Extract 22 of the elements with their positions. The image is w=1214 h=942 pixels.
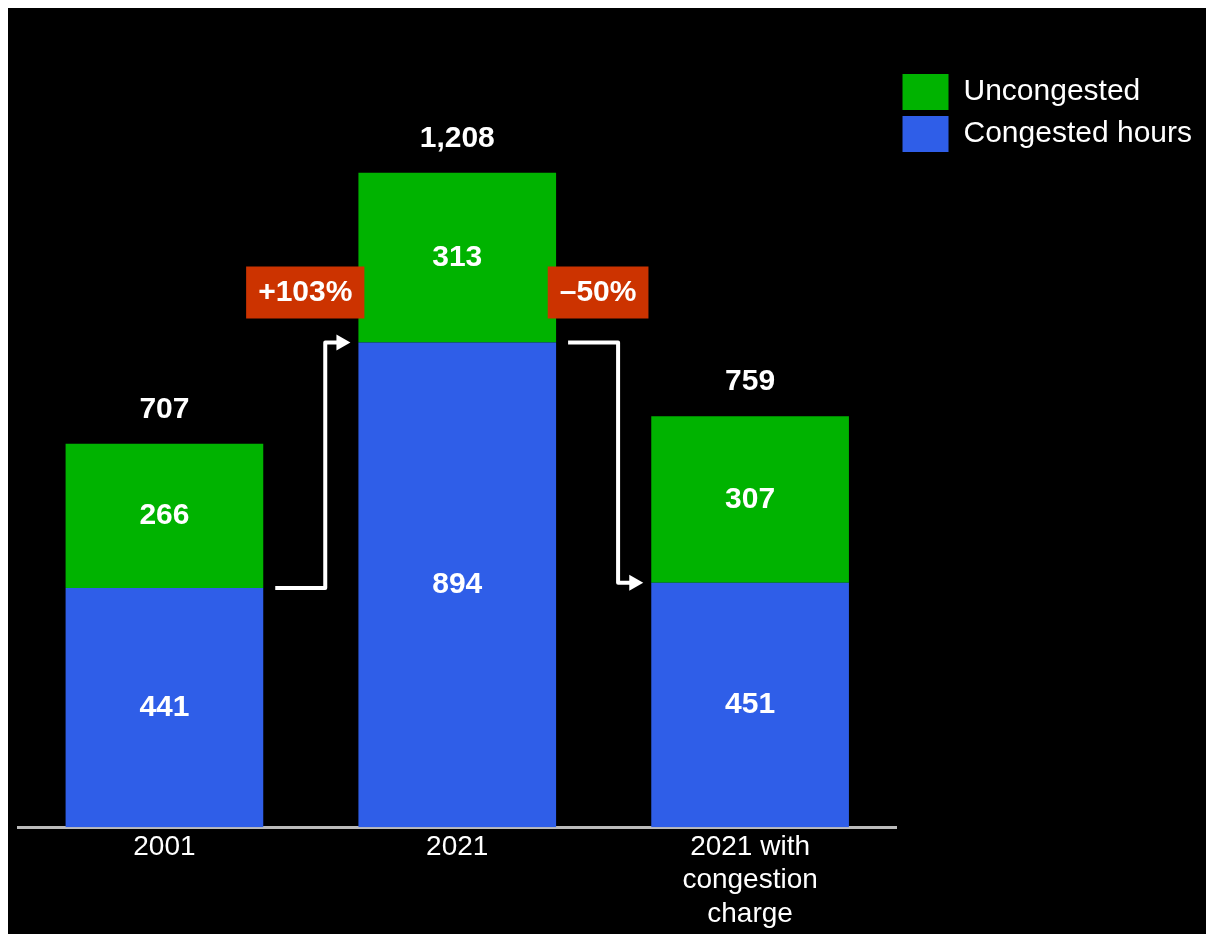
x-tick-label: 2021 (426, 829, 489, 861)
data-label: 894 (432, 566, 483, 600)
total-label: 759 (725, 363, 776, 397)
data-label: 266 (139, 497, 190, 531)
x-tick-label: 2001 (133, 829, 196, 861)
data-label: 307 (725, 480, 776, 514)
bar (358, 172, 557, 343)
total-label: 1,208 (419, 119, 495, 153)
legend-label: Congested hours (963, 115, 1193, 149)
legend-label: Uncongested (963, 73, 1141, 107)
data-label: 441 (139, 688, 190, 722)
data-label: 451 (725, 686, 776, 720)
annotation: –50% (559, 273, 637, 307)
total-label: 707 (139, 391, 190, 425)
bar (65, 443, 264, 589)
bar (358, 342, 557, 828)
x-tick-label: 2021 with congestion charge (682, 829, 818, 928)
data-label: 313 (432, 238, 483, 272)
bar (651, 416, 849, 583)
bar (651, 582, 849, 828)
annotation: +103% (258, 273, 353, 307)
bar (65, 588, 264, 828)
